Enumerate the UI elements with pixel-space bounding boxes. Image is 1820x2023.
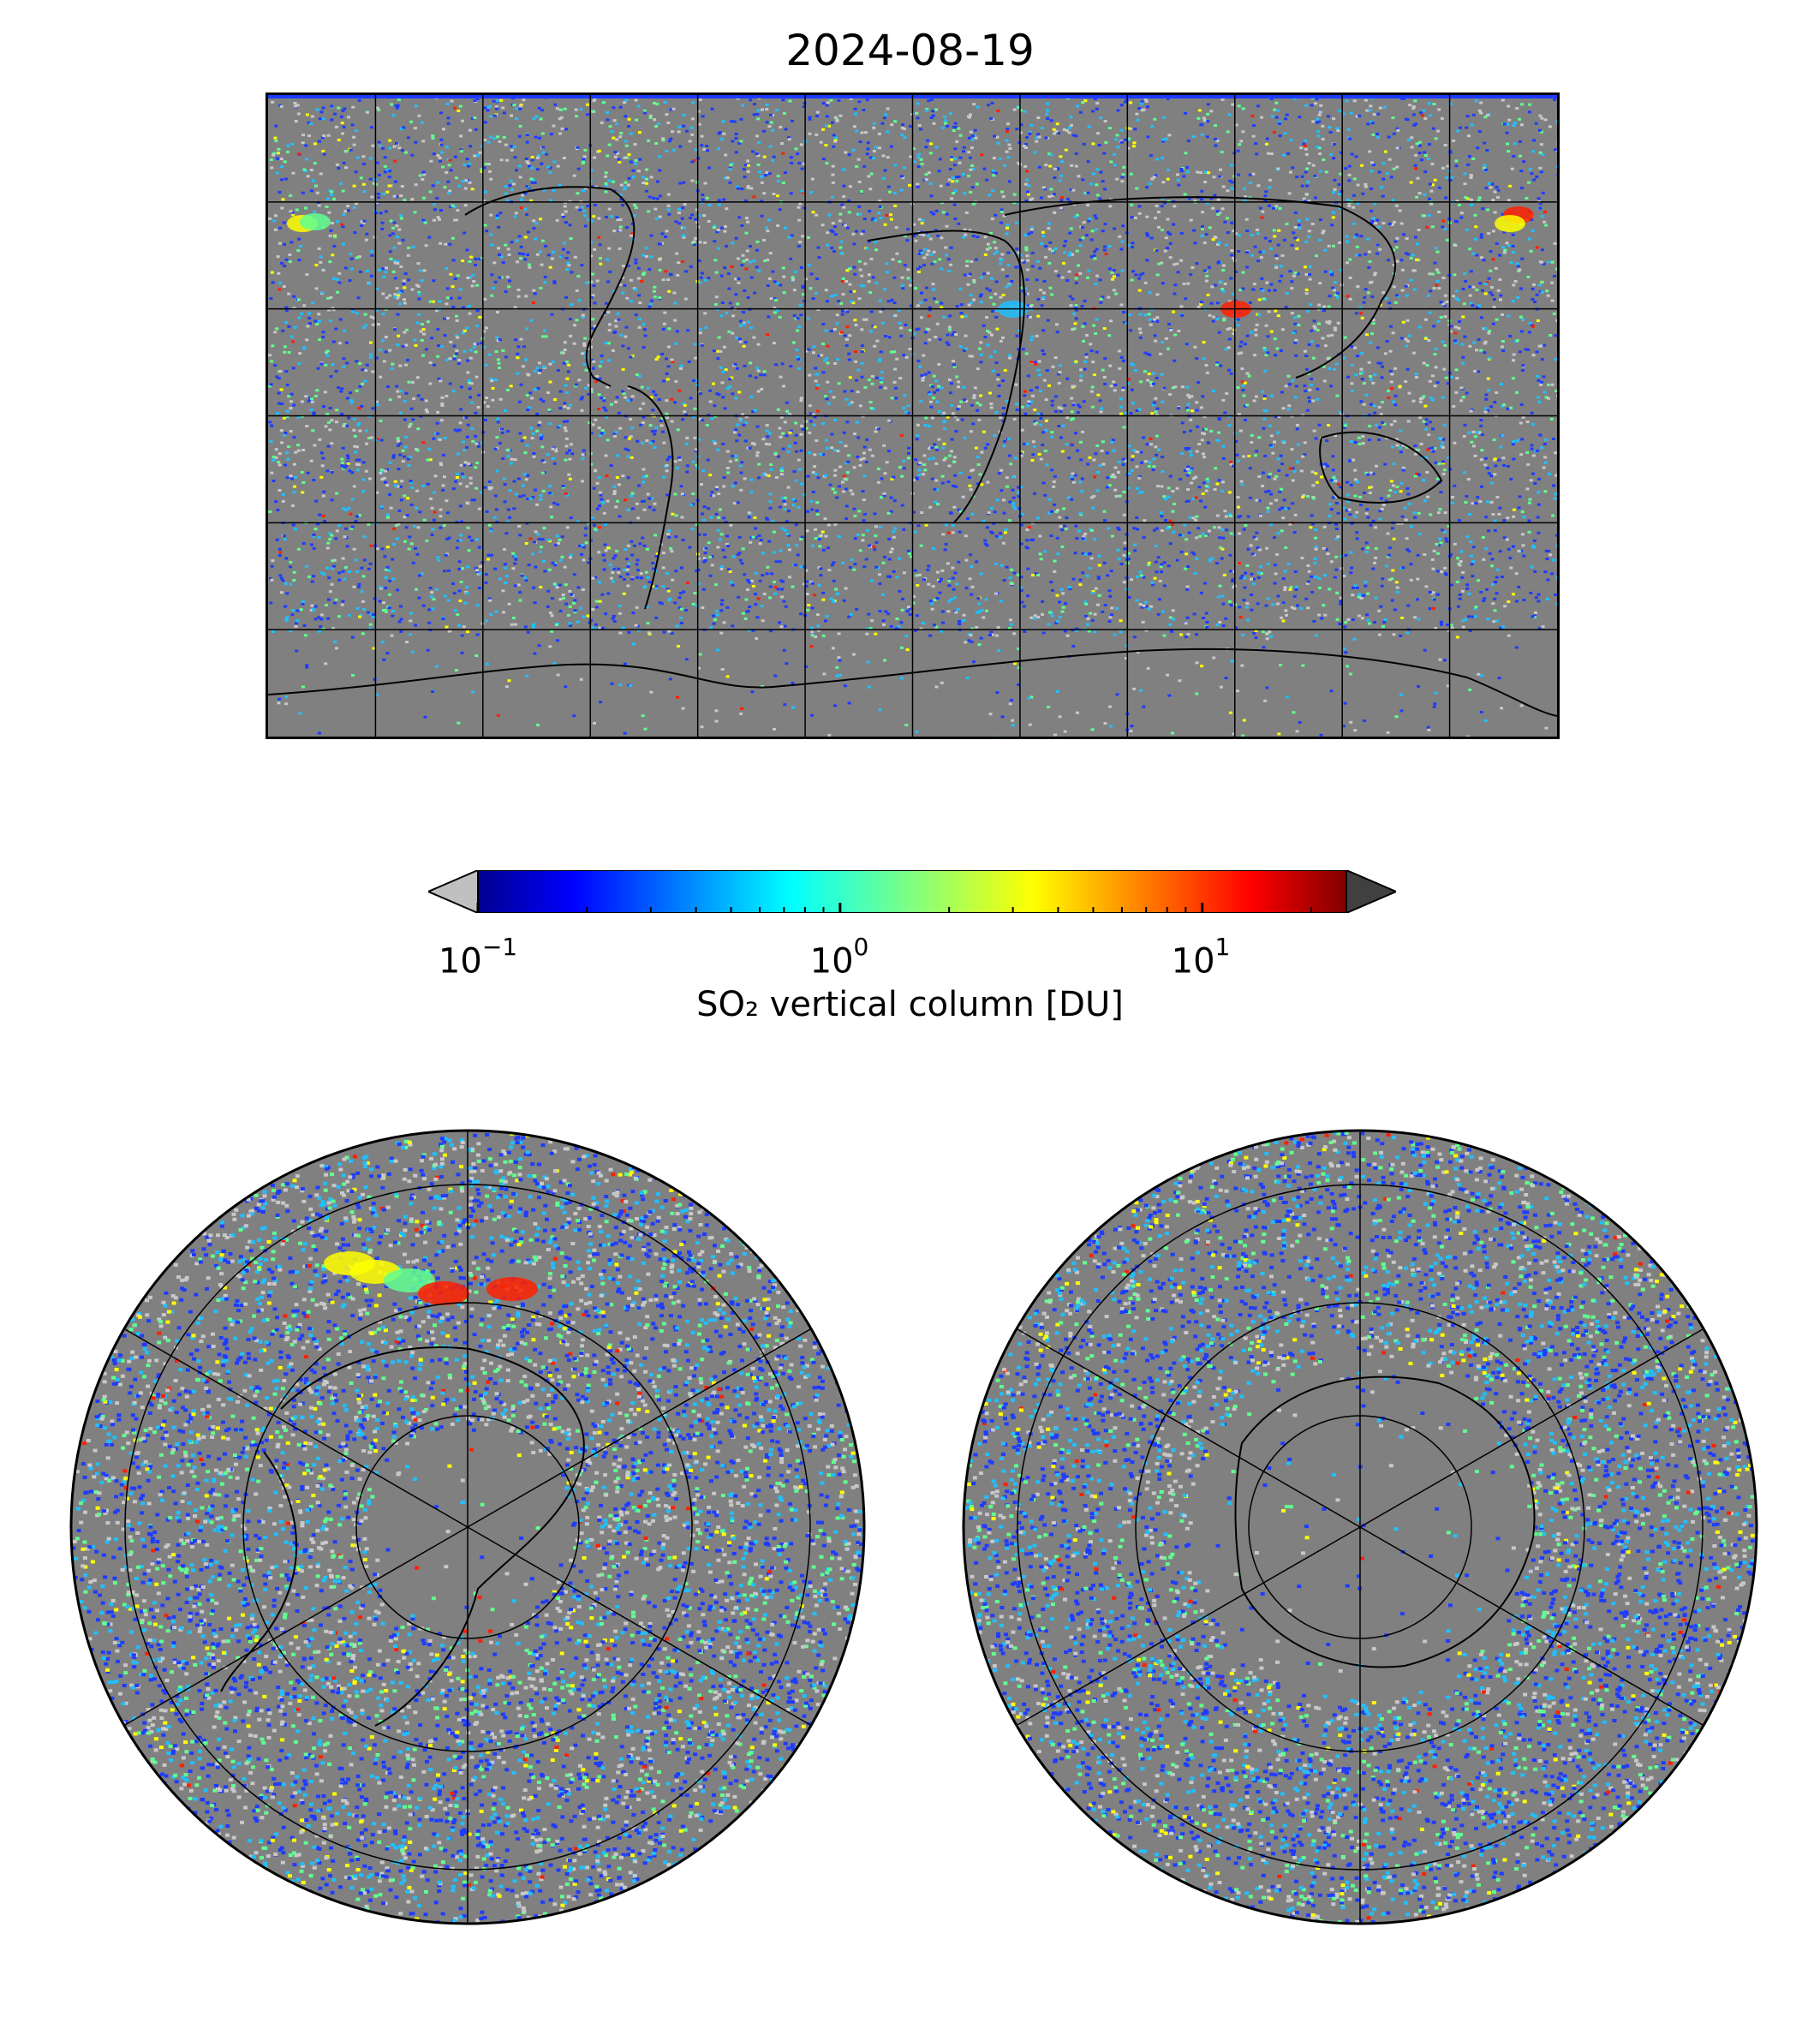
polar-gridlines xyxy=(1015,1130,1705,1925)
polar-gridlines xyxy=(122,1130,813,1925)
colorbar-tick-2: 101 xyxy=(1172,933,1231,981)
map-title: 2024-08-19 xyxy=(0,26,1820,75)
colorbar-tick-1-exp: 0 xyxy=(854,933,869,961)
global-gridlines xyxy=(268,95,1557,737)
colorbar-tick-2-base: 10 xyxy=(1172,941,1215,981)
colorbar-tick-0: 10−1 xyxy=(439,933,517,981)
colorbar-tick-0-base: 10 xyxy=(439,941,482,981)
polar-boundary xyxy=(962,1129,1758,1925)
so2-pixels xyxy=(965,1131,1757,1925)
global-map-canvas xyxy=(268,95,1557,737)
colorbar-tick-1-base: 10 xyxy=(810,941,854,981)
colorbar-tick-0-exp: −1 xyxy=(482,933,517,961)
polar-boundary xyxy=(69,1129,866,1925)
north-polar-canvas xyxy=(69,1129,866,1925)
south-polar-canvas xyxy=(962,1129,1758,1925)
colorbar-under-extend xyxy=(428,870,479,913)
global-map xyxy=(266,92,1560,739)
north-polar-map xyxy=(67,1126,868,1928)
colorbar-tick-2-exp: 1 xyxy=(1215,933,1231,961)
colorbar xyxy=(428,870,1396,913)
colorbar-gradient xyxy=(477,870,1347,913)
colorbar-over-extend xyxy=(1346,870,1396,913)
colorbar-label: SO₂ vertical column [DU] xyxy=(0,985,1820,1024)
south-polar-map xyxy=(959,1126,1761,1928)
colorbar-tick-1: 100 xyxy=(810,933,869,981)
